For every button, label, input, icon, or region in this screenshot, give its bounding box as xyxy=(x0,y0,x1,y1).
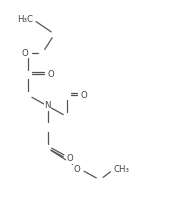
Text: N: N xyxy=(44,101,51,110)
Text: O: O xyxy=(81,91,87,100)
Text: O: O xyxy=(48,70,54,79)
Text: H₃C: H₃C xyxy=(17,15,33,24)
Text: O: O xyxy=(22,49,28,58)
Text: O: O xyxy=(67,154,73,163)
Text: CH₃: CH₃ xyxy=(114,165,130,174)
Text: O: O xyxy=(74,165,81,174)
